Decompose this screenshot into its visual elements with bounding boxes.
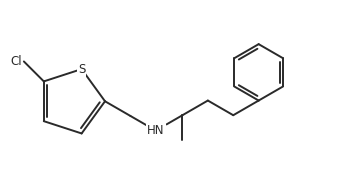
Text: HN: HN [147, 124, 165, 137]
Text: Cl: Cl [10, 55, 22, 68]
Text: S: S [78, 63, 85, 76]
